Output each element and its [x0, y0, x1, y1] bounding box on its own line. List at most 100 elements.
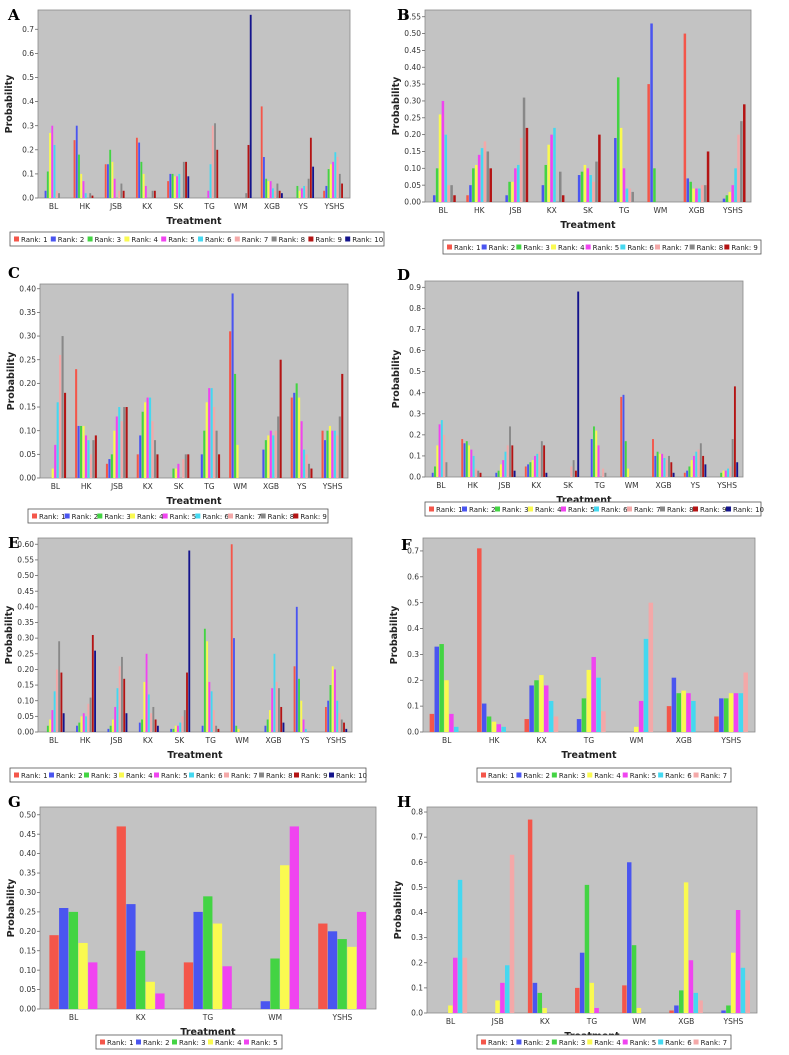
y-tick-label: 0.1 — [411, 983, 423, 992]
bar-rank-3-sk — [171, 173, 174, 198]
bar-rank-3-wm — [631, 945, 637, 1013]
bar-rank-3-wm — [235, 725, 238, 732]
legend-label: Rank: 9 — [731, 244, 758, 252]
bar-rank-6-tg — [210, 388, 213, 478]
bar-rank-8-bl — [58, 641, 61, 732]
y-tick-label: 0.10 — [19, 426, 36, 435]
chart-svg-a: 0.0 0.1 0.2 0.3 0.4 0.5 0.6 0.7 BL HK JSB KX SK TG WM X… — [4, 6, 385, 247]
bar-rank-2-hk — [481, 703, 487, 732]
bar-rank-2-yshs — [323, 440, 327, 478]
bar-rank-9-hk — [489, 168, 492, 202]
bar-rank-4-wm — [236, 444, 239, 478]
legend-swatch — [594, 506, 599, 512]
bar-rank-4-wm — [237, 728, 240, 732]
bar-rank-5-bl — [452, 957, 458, 1013]
bar-rank-3-wm — [234, 373, 237, 478]
legend-swatch — [660, 506, 665, 512]
bar-rank-2-kx — [138, 722, 141, 732]
bar-rank-9-yshs — [743, 104, 746, 202]
bar-rank-7-tg — [602, 468, 605, 477]
y-tick-label: 0.1 — [409, 452, 421, 461]
bar-rank-7-xgb — [701, 185, 704, 202]
bar-rank-2-hk — [76, 725, 78, 732]
bar-rank-2-xgb — [264, 725, 267, 732]
bar-rank-10-ys — [312, 166, 315, 198]
bar-rank-5-bl — [441, 100, 445, 202]
bar-rank-7-ys — [305, 454, 308, 478]
bar-rank-7-ys — [697, 449, 700, 477]
bar-rank-9-jsb — [125, 407, 128, 478]
legend-label: Rank: 7 — [242, 236, 269, 244]
bar-rank-8-sk — [184, 454, 187, 478]
bar-rank-9-tg — [216, 149, 219, 198]
y-tick-label: 0.50 — [404, 29, 421, 38]
bar-rank-3-hk — [78, 154, 80, 198]
bar-rank-2-hk — [75, 125, 78, 198]
legend-label: Rank: 5 — [168, 236, 195, 244]
bar-rank-3-yshs — [326, 430, 329, 478]
legend-swatch — [308, 236, 314, 242]
bar-rank-3-xgb — [689, 181, 692, 202]
bar-rank-5-kx — [144, 185, 147, 198]
bar-rank-3-yshs — [337, 939, 347, 1009]
y-tick-label: 0.60 — [17, 540, 34, 549]
x-tick-label: YS — [690, 481, 701, 490]
chart-panel-h: 0.0 0.1 0.2 0.3 0.4 0.5 0.6 0.7 0.8 BL JSB KX TG WM XG… — [393, 785, 789, 1053]
bar-rank-3-bl — [434, 466, 436, 477]
bar-rank-1-hk — [75, 369, 78, 478]
legend-swatch — [161, 236, 167, 242]
x-axis-title: Treatment — [166, 496, 222, 507]
bar-rank-6-hk — [87, 440, 90, 478]
bar-rank-9-jsb — [122, 190, 125, 198]
bar-rank-8-xgb — [278, 688, 280, 732]
x-tick-label: KX — [540, 1017, 550, 1026]
legend-label: Rank: 4 — [594, 1039, 621, 1047]
x-tick-label: YS — [298, 202, 309, 211]
bar-rank-4-tg — [586, 669, 592, 732]
bar-rank-7-jsb — [506, 445, 509, 477]
x-tick-label: JSB — [110, 482, 123, 491]
y-tick-label: 0.4 — [411, 908, 423, 917]
x-tick-label: KX — [531, 481, 541, 490]
bar-rank-2-jsb — [108, 459, 111, 478]
y-tick-label: 0.05 — [17, 712, 34, 721]
x-tick-label: HK — [474, 206, 486, 215]
bar-rank-4-xgb — [683, 882, 689, 1013]
y-axis-title: Probability — [6, 878, 17, 937]
x-tick-label: YSHS — [723, 1017, 744, 1026]
bar-rank-2-tg — [201, 725, 204, 732]
bar-rank-2-wm — [622, 394, 625, 477]
bar-rank-8-jsb — [121, 656, 123, 732]
bar-rank-5-sk — [176, 176, 178, 198]
legend-label: Rank: 2 — [58, 236, 85, 244]
legend-label: Rank: 4 — [535, 506, 562, 514]
bar-rank-10-xgb — [280, 193, 283, 198]
bar-rank-4-hk — [474, 164, 478, 202]
legend-label: Rank: 8 — [697, 244, 724, 252]
legend-swatch — [693, 772, 699, 778]
bar-rank-1-hk — [461, 439, 464, 477]
bar-rank-3-yshs — [327, 169, 330, 198]
legend-swatch — [234, 236, 240, 242]
y-tick-label: 0.40 — [19, 849, 36, 858]
legend-swatch — [259, 772, 264, 778]
legend-swatch — [585, 244, 591, 250]
bar-rank-8-hk — [89, 697, 92, 732]
legend-label: Rank: 7 — [662, 244, 689, 252]
legend-swatch — [329, 772, 334, 778]
bar-rank-9-xgb — [278, 190, 281, 198]
bar-rank-6-bl — [56, 402, 59, 478]
bar-rank-8-xgb — [276, 183, 279, 198]
bar-rank-3-hk — [472, 168, 475, 202]
bar-rank-1-wm — [620, 396, 623, 477]
bar-rank-7-hk — [89, 454, 92, 478]
bar-rank-2-hk — [77, 425, 80, 478]
bar-rank-9-ys — [702, 455, 705, 477]
bar-rank-4-ys — [298, 190, 301, 198]
bar-rank-1-kx — [135, 137, 138, 198]
legend-swatch — [481, 772, 486, 778]
bar-rank-3-xgb — [265, 178, 268, 198]
bar-rank-6-xgb — [698, 188, 701, 202]
legend-swatch — [14, 236, 19, 242]
bar-rank-2-bl — [434, 646, 439, 732]
